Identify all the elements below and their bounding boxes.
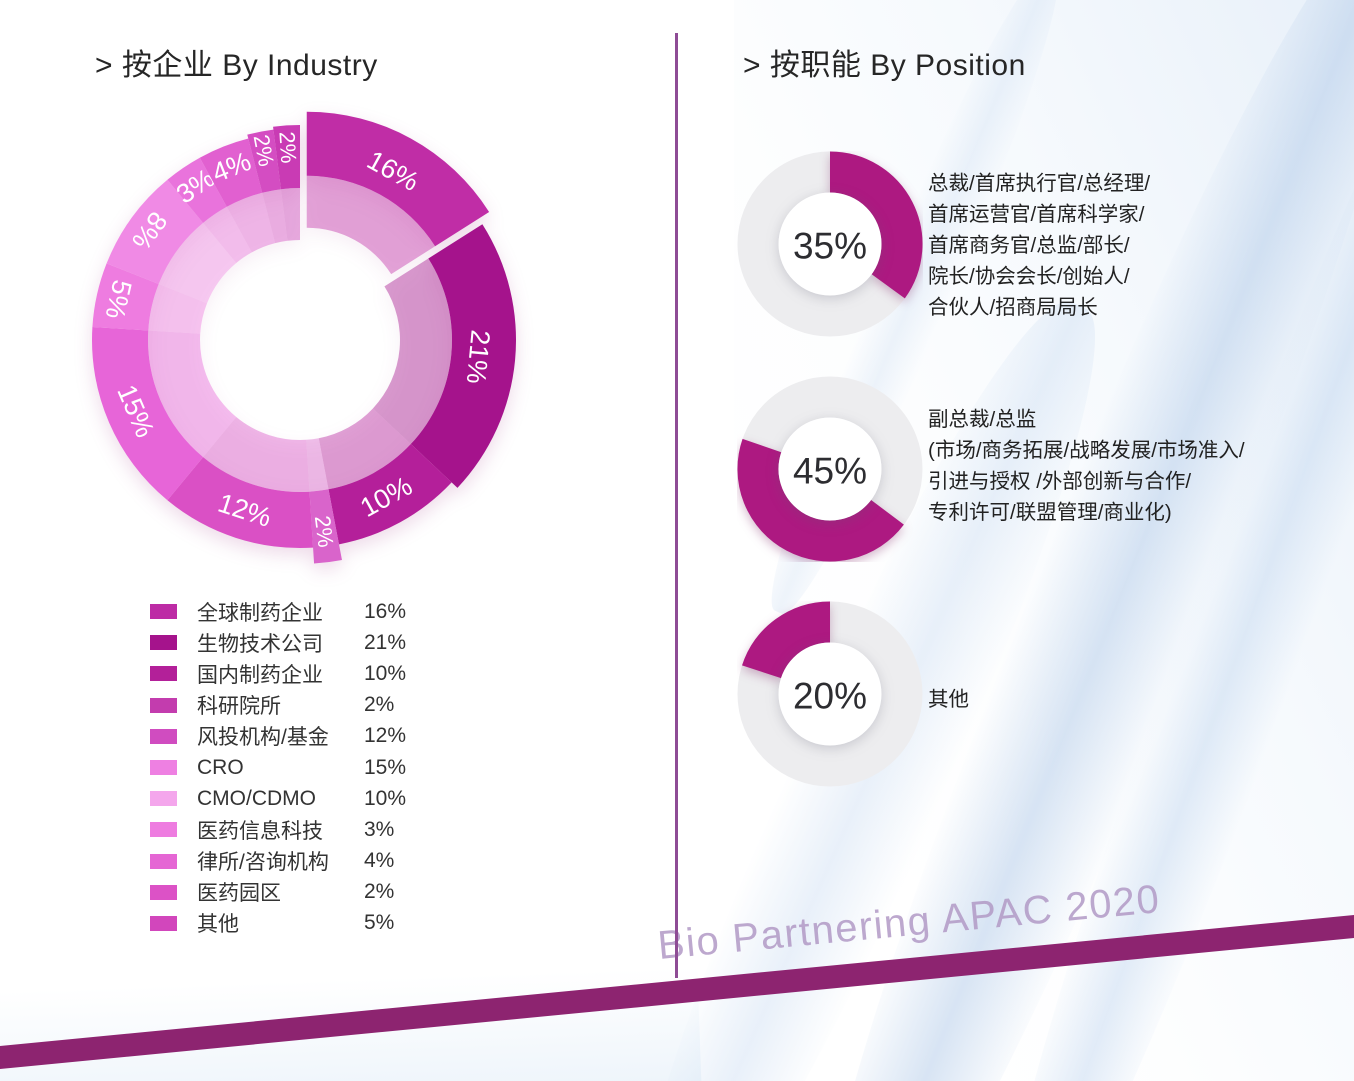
donut-inner-slice: [318, 408, 411, 490]
ring-percent-label: 45%: [793, 451, 867, 492]
donut-slice-label: 2%: [274, 131, 301, 164]
ring-description-line: 首席运营官/首席科学家/: [928, 203, 1145, 226]
legend-swatch: [150, 697, 177, 713]
legend-row: 风投机构/基金 12%: [150, 721, 460, 752]
legend-row: 全球制药企业 16%: [150, 596, 460, 627]
legend-label: 国内制药企业: [197, 663, 323, 687]
ring-description-line: 首席商务官/总监/部长/: [928, 234, 1130, 257]
ring-description-line: 副总裁/总监: [928, 408, 1037, 431]
donut-inner-slice: [158, 222, 237, 304]
industry-donut-chart: 16%21%10%2%12%15%5%8%3%4%2%2%: [91, 111, 516, 564]
donut-slice: [199, 138, 263, 207]
column-divider: [675, 33, 678, 978]
donut-slice: [309, 489, 342, 564]
donut-inner-slice: [148, 284, 208, 334]
legend-value: 15%: [364, 755, 407, 779]
ring-description-line: 合伙人/招商局局长: [928, 296, 1098, 319]
donut-slice: [247, 129, 281, 193]
donut-slice: [92, 263, 159, 331]
legend-label: 科研院所: [197, 695, 281, 719]
ring-percent-label: 20%: [793, 676, 867, 717]
donut-inner-slice: [148, 330, 237, 458]
legend-value: 21%: [364, 630, 407, 654]
donut-inner-slice: [203, 417, 310, 492]
ring-description-line: 其他: [928, 688, 969, 711]
donut-slice: [328, 444, 452, 545]
legend-value: 4%: [364, 849, 395, 873]
ring-description: 总裁/首席执行官/总经理/首席运营官/首席科学家/首席商务官/总监/部长/院长/…: [928, 168, 1150, 323]
legend-row: 其他 5%: [150, 908, 460, 939]
legend-swatch: [150, 666, 177, 682]
legend-value: 5%: [364, 911, 395, 935]
legend-row: 医药信息科技 3%: [150, 814, 460, 845]
ring-description-line: 引进与授权 /外部创新与合作/: [928, 470, 1192, 493]
donut-slice: [106, 179, 204, 285]
donut-slice: [167, 157, 227, 223]
legend-value: 2%: [364, 880, 395, 904]
position-ring: 45%: [737, 376, 923, 562]
position-ring: 20%: [737, 601, 923, 787]
donut-inner-slice: [226, 192, 276, 253]
ring-description-line: (市场/商务拓展/战略发展/市场准入/: [928, 439, 1245, 462]
legend-swatch: [150, 728, 177, 744]
legend-swatch: [150, 822, 177, 838]
ring-description: 副总裁/总监 (市场/商务拓展/战略发展/市场准入/引进与授权 /外部创新与合作/…: [928, 404, 1245, 528]
legend-swatch: [150, 884, 177, 900]
donut-slice-label: 21%: [461, 329, 496, 386]
donut-slice-label: 2%: [249, 132, 280, 168]
ring-description-line: 专利许可/联盟管理/商业化): [928, 501, 1172, 524]
legend-label: 律所/咨询机构: [197, 851, 329, 875]
legend-swatch: [150, 604, 177, 620]
legend-label: 医药信息科技: [197, 819, 323, 843]
legend-value: 12%: [364, 724, 407, 748]
legend-label: 全球制药企业: [197, 601, 323, 625]
donut-slice: [410, 224, 516, 488]
donut-slice-label: 2%: [310, 514, 339, 549]
legend-label: 风投机构/基金: [197, 726, 329, 750]
legend-row: 生物技术公司 21%: [150, 627, 460, 658]
legend-row: 医药园区 2%: [150, 877, 460, 908]
donut-inner-slice: [306, 175, 436, 275]
ring-description: 其他: [928, 684, 969, 715]
legend-row: 国内制药企业 10%: [150, 658, 460, 689]
donut-slice: [167, 457, 314, 548]
legend-label: 其他: [197, 913, 239, 937]
legend-row: CRO 15%: [150, 752, 460, 783]
ring-percent-label: 35%: [793, 226, 867, 267]
legend-value: 3%: [364, 817, 395, 841]
legend-swatch: [150, 635, 177, 651]
industry-legend: 全球制药企业 16% 生物技术公司 21% 国内制药企业 10% 科研院所 2% 风投机构/基金…: [150, 596, 460, 939]
position-section-title: > 按职能 By Position: [743, 49, 1026, 82]
legend-swatch: [150, 760, 177, 776]
legend-swatch: [150, 853, 177, 869]
legend-value: 16%: [364, 599, 407, 623]
ring-description-line: 院长/协会会长/创始人/: [928, 265, 1130, 288]
legend-value: 10%: [364, 786, 407, 810]
donut-slice: [273, 125, 300, 190]
legend-label: 医药园区: [197, 882, 281, 906]
donut-slice: [306, 111, 490, 247]
donut-inner-slice: [306, 438, 329, 492]
donut-slice: [91, 326, 204, 501]
legend-value: 2%: [364, 693, 395, 717]
donut-inner-slice: [203, 206, 252, 263]
position-ring: 35%: [737, 151, 923, 337]
legend-swatch: [150, 791, 177, 807]
legend-row: 科研院所 2%: [150, 690, 460, 721]
ring-description-line: 总裁/首席执行官/总经理/: [928, 172, 1151, 195]
legend-row: CMO/CDMO 10%: [150, 783, 460, 814]
legend-label: 生物技术公司: [197, 632, 323, 656]
donut-inner-slice: [262, 189, 288, 244]
legend-row: 律所/咨询机构 4%: [150, 846, 460, 877]
industry-section-title: > 按企业 By Industry: [95, 49, 378, 82]
legend-swatch: [150, 915, 177, 931]
legend-label: CRO: [197, 755, 244, 779]
legend-label: CMO/CDMO: [197, 786, 316, 810]
donut-inner-slice: [280, 188, 300, 241]
legend-value: 10%: [364, 661, 407, 685]
donut-inner-slice: [372, 258, 453, 445]
